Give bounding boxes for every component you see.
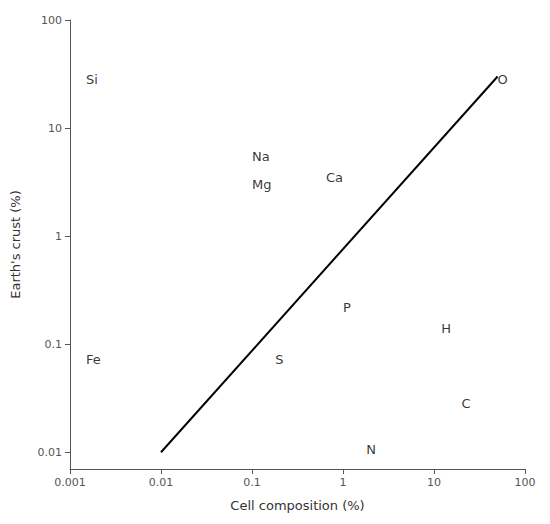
svg-text:Earth's crust (%): Earth's crust (%) (8, 190, 23, 299)
svg-text:0.01: 0.01 (149, 476, 174, 489)
svg-text:H: H (441, 321, 451, 336)
svg-text:Fe: Fe (86, 352, 101, 367)
svg-text:Mg: Mg (252, 177, 271, 192)
svg-text:S: S (275, 352, 283, 367)
svg-text:P: P (343, 300, 351, 315)
svg-text:0.01: 0.01 (38, 446, 63, 459)
svg-text:Si: Si (86, 72, 98, 87)
svg-text:10: 10 (48, 122, 62, 135)
svg-text:Ca: Ca (326, 170, 343, 185)
svg-text:1: 1 (55, 230, 62, 243)
svg-text:0.001: 0.001 (54, 476, 86, 489)
svg-text:1: 1 (340, 476, 347, 489)
svg-text:Na: Na (252, 149, 270, 164)
svg-text:10: 10 (427, 476, 441, 489)
svg-text:Cell composition (%): Cell composition (%) (230, 498, 364, 513)
svg-text:N: N (366, 442, 376, 457)
svg-text:100: 100 (515, 476, 536, 489)
svg-text:C: C (461, 396, 470, 411)
svg-text:0.1: 0.1 (45, 338, 63, 351)
svg-text:O: O (498, 72, 508, 87)
svg-text:0.1: 0.1 (243, 476, 261, 489)
svg-text:100: 100 (41, 14, 62, 27)
